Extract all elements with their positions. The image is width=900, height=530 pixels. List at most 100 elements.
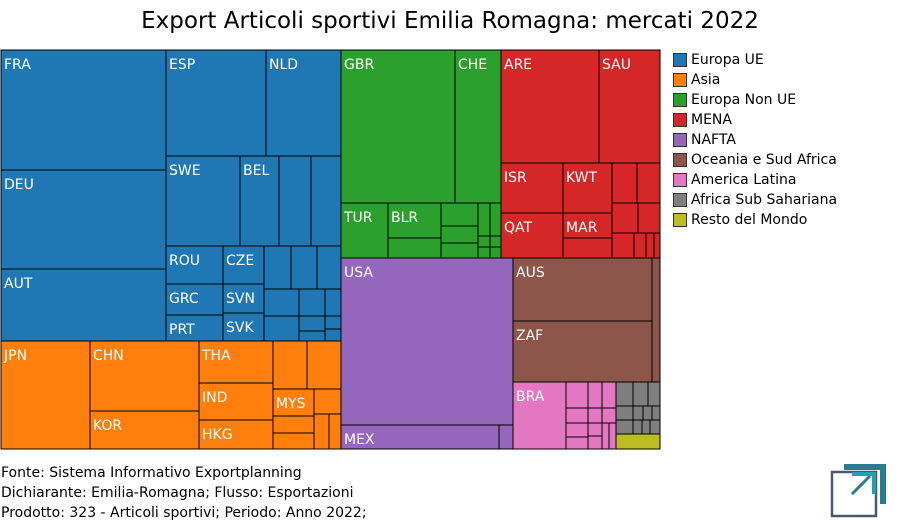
treemap-tile-label: MAR [566, 220, 598, 236]
treemap-small-tile [587, 381, 603, 409]
treemap-small-tile [387, 237, 442, 259]
treemap-small-tile [632, 381, 649, 407]
treemap-tile-label: MEX [344, 432, 375, 448]
treemap-small-tile [298, 330, 326, 342]
treemap-tile-esp: ESP [165, 49, 267, 157]
declarant-note: Dichiarante: Emilia-Romagna; Flusso: Esp… [1, 485, 354, 501]
treemap-tile-rect [222, 245, 265, 285]
treemap-small-tile [632, 405, 644, 421]
treemap-small-tile [587, 422, 603, 437]
treemap-tile-label: BLR [391, 210, 418, 226]
treemap-tile-label: FRA [4, 57, 31, 73]
legend-item: America Latina [673, 170, 837, 190]
treemap-small-tile [328, 413, 342, 450]
treemap-small-tile [653, 232, 661, 259]
treemap-tile-label: AUS [516, 265, 545, 281]
treemap-small-tile [611, 162, 638, 204]
treemap-tile-che: CHE [454, 49, 502, 204]
treemap-small-tile [263, 288, 300, 317]
treemap-tile-jpn: JPN [0, 340, 91, 450]
treemap-small-tile [477, 235, 491, 248]
treemap-tile-qat: QAT [500, 212, 564, 259]
legend-item: NAFTA [673, 130, 837, 150]
treemap-small-tile [562, 237, 613, 259]
treemap-small-tile [272, 415, 315, 434]
legend-swatch [673, 73, 687, 87]
legend-label: Europa Non UE [691, 92, 797, 108]
treemap-tile-ind: IND [198, 382, 274, 421]
treemap-small-tile [477, 246, 491, 259]
treemap-small-tile [611, 202, 639, 234]
legend-swatch [673, 93, 687, 107]
treemap-small-tile [565, 422, 589, 438]
treemap-tile-chn: CHN [89, 340, 200, 412]
treemap-small-tile [440, 225, 479, 244]
treemap-small-tile [477, 202, 491, 237]
treemap-small-tile [298, 288, 326, 317]
treemap-small-tile [324, 315, 342, 330]
legend-item: Europa Non UE [673, 90, 837, 110]
treemap-small-tiles [263, 155, 661, 450]
legend-swatch [673, 133, 687, 147]
legend-swatch [673, 113, 687, 127]
treemap-tile-usa: USA [340, 257, 514, 426]
treemap-small-tile [498, 424, 514, 450]
treemap-tile-label: DEU [4, 177, 34, 193]
treemap-tile-rect [0, 268, 168, 342]
treemap-small-tile [632, 419, 643, 435]
treemap-tile-rect [222, 283, 265, 314]
treemap-small-tile [651, 405, 661, 421]
treemap-small-tile [316, 245, 342, 290]
treemap-small-tile [272, 432, 315, 450]
treemap-tile-gbr: GBR [340, 49, 456, 204]
treemap-tile-cze: CZE [222, 245, 265, 285]
treemap-tile-mar: MAR [562, 212, 613, 239]
treemap-tile-label: ESP [169, 57, 195, 73]
treemap-tile-label: CZE [226, 253, 254, 269]
legend-label: Asia [691, 72, 721, 88]
legend-item: MENA [673, 110, 837, 130]
treemap-tile-tur: TUR [340, 202, 389, 259]
treemap-small-tile [636, 162, 661, 204]
treemap-small-tile [565, 407, 589, 424]
treemap-tile-rect [89, 340, 200, 412]
legend-swatch [673, 153, 687, 167]
treemap-tile-rect [512, 381, 567, 450]
treemap-tile-aus: AUS [512, 257, 653, 322]
treemap-small-tile [272, 340, 308, 390]
treemap-tile-label: HKG [202, 427, 233, 443]
treemap-tile-label: NLD [269, 57, 298, 73]
treemap-tile-deu: DEU [0, 169, 168, 270]
treemap-small-tile [615, 405, 634, 421]
treemap-tiles: FRA DEU AUT ESP NLD SWE BEL ROU CZE GRC SVN PRT SVK J… [0, 49, 661, 450]
treemap-small-tile [647, 381, 661, 407]
treemap-small-tile [489, 246, 502, 259]
treemap-tile-nld: NLD [265, 49, 342, 157]
legend: Europa UE Asia Europa Non UE MENA NAFTA Ocean… [673, 50, 837, 230]
treemap-small-tile [310, 155, 342, 247]
treemap-tile-label: USA [344, 265, 373, 281]
treemap-tile-blr: BLR [387, 202, 442, 239]
treemap-small-tile [489, 235, 502, 248]
treemap-small-tile [306, 340, 342, 390]
treemap-tile-kwt: KWT [562, 162, 613, 214]
treemap-tile-zaf: ZAF [512, 320, 653, 383]
treemap-tile-label: ISR [504, 170, 527, 186]
treemap-tile-label: JPN [3, 348, 27, 364]
treemap-small-tile [587, 435, 603, 450]
legend-item: Resto del Mondo [673, 210, 837, 230]
treemap-small-tile [263, 245, 292, 290]
legend-item: Europa UE [673, 50, 837, 70]
legend-label: America Latina [691, 172, 797, 188]
treemap-tile-label: KWT [566, 170, 598, 186]
treemap-small-tile [615, 419, 634, 435]
legend-swatch [673, 193, 687, 207]
treemap-tile-bra: BRA [512, 381, 567, 450]
legend-label: NAFTA [691, 132, 736, 148]
treemap-tile-rect [165, 245, 224, 285]
treemap-tile-are: ARE [500, 49, 600, 164]
treemap-small-tile [565, 381, 589, 409]
treemap-small-tile [489, 202, 502, 237]
exportplanning-logo-icon [830, 464, 886, 518]
